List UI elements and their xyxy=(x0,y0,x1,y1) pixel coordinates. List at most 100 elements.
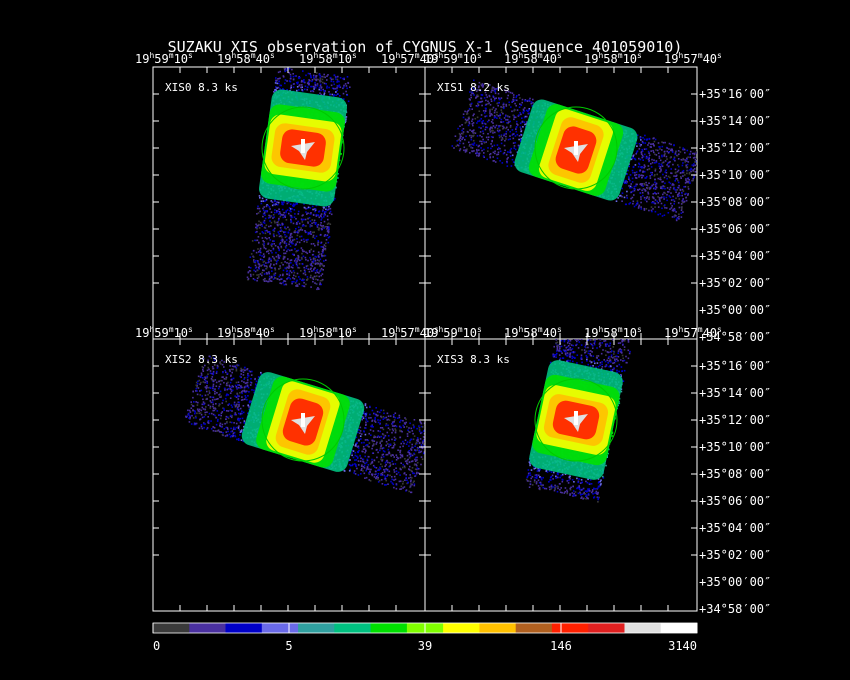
event-pixel xyxy=(274,244,277,247)
event-pixel xyxy=(458,149,461,152)
event-pixel xyxy=(344,119,347,121)
event-pixel xyxy=(636,145,638,147)
event-pixel xyxy=(630,158,633,161)
event-pixel xyxy=(475,96,477,99)
event-pixel xyxy=(648,154,651,156)
event-pixel xyxy=(508,104,511,106)
event-pixel xyxy=(500,111,503,114)
event-pixel xyxy=(346,94,349,96)
event-pixel xyxy=(402,483,404,485)
event-pixel xyxy=(487,100,489,103)
event-pixel xyxy=(519,122,522,125)
event-pixel xyxy=(463,149,465,152)
event-pixel xyxy=(256,213,258,215)
event-pixel xyxy=(292,277,294,279)
event-pixel xyxy=(497,115,500,117)
event-pixel xyxy=(286,266,288,269)
event-pixel xyxy=(693,168,696,170)
event-pixel xyxy=(324,248,327,251)
event-pixel xyxy=(499,125,502,127)
event-pixel xyxy=(409,439,411,442)
event-pixel xyxy=(319,80,321,83)
event-pixel xyxy=(315,75,317,77)
event-pixel xyxy=(415,464,418,467)
event-pixel xyxy=(677,150,680,152)
event-pixel xyxy=(492,151,495,154)
event-pixel xyxy=(291,281,293,283)
event-pixel xyxy=(258,227,261,229)
event-pixel xyxy=(665,207,668,209)
event-pixel xyxy=(377,475,379,477)
event-pixel xyxy=(314,210,316,213)
event-pixel xyxy=(655,186,658,189)
event-pixel xyxy=(251,389,253,391)
event-pixel xyxy=(510,147,513,150)
event-pixel xyxy=(369,463,372,465)
event-pixel xyxy=(315,235,318,238)
event-pixel xyxy=(272,233,275,235)
event-pixel xyxy=(510,165,513,167)
event-pixel xyxy=(659,176,662,179)
event-pixel xyxy=(648,142,650,144)
event-pixel xyxy=(249,256,252,258)
event-pixel xyxy=(278,249,280,252)
event-pixel xyxy=(657,192,660,195)
event-pixel xyxy=(519,103,521,105)
event-pixel xyxy=(658,165,661,167)
event-pixel xyxy=(308,231,310,234)
event-pixel xyxy=(492,156,494,158)
event-pixel xyxy=(469,152,471,154)
event-pixel xyxy=(468,117,470,120)
event-pixel xyxy=(513,147,515,149)
event-pixel xyxy=(407,451,409,453)
event-pixel xyxy=(332,78,334,81)
event-pixel xyxy=(632,202,634,205)
event-pixel xyxy=(281,230,283,232)
event-pixel xyxy=(336,81,338,83)
event-pixel xyxy=(667,191,669,193)
event-pixel xyxy=(670,149,672,152)
event-pixel xyxy=(691,179,693,182)
event-pixel xyxy=(648,209,650,212)
event-pixel xyxy=(325,239,328,241)
ra-label: 19h58m40s xyxy=(504,51,562,66)
event-pixel xyxy=(292,75,295,78)
event-pixel xyxy=(474,84,477,86)
event-pixel xyxy=(301,284,304,287)
event-pixel xyxy=(670,207,673,209)
event-pixel xyxy=(274,211,276,214)
event-pixel xyxy=(657,206,660,208)
event-pixel xyxy=(306,217,309,220)
event-pixel xyxy=(626,197,628,199)
event-pixel xyxy=(276,82,279,85)
event-pixel xyxy=(668,195,671,197)
event-pixel xyxy=(297,210,300,213)
event-pixel xyxy=(266,237,268,240)
event-pixel xyxy=(492,96,495,98)
event-pixel xyxy=(270,221,273,224)
event-pixel xyxy=(285,244,288,247)
event-pixel xyxy=(694,164,697,166)
event-pixel xyxy=(509,135,511,137)
event-pixel xyxy=(241,392,243,395)
event-pixel xyxy=(291,68,293,71)
event-pixel xyxy=(269,208,271,210)
event-pixel xyxy=(271,201,274,203)
event-pixel xyxy=(505,114,507,117)
event-pixel xyxy=(639,158,642,161)
event-pixel xyxy=(475,90,478,93)
event-pixel xyxy=(510,151,512,154)
event-pixel xyxy=(657,177,660,180)
event-pixel xyxy=(304,218,307,221)
event-pixel xyxy=(248,370,251,372)
event-pixel xyxy=(288,241,291,243)
event-pixel xyxy=(296,234,299,237)
event-pixel xyxy=(642,170,644,173)
event-pixel xyxy=(646,175,648,178)
event-pixel xyxy=(688,171,691,174)
event-pixel xyxy=(461,138,463,140)
event-pixel xyxy=(489,104,492,106)
event-pixel xyxy=(323,265,325,267)
event-pixel xyxy=(509,120,511,123)
event-pixel xyxy=(648,152,650,154)
